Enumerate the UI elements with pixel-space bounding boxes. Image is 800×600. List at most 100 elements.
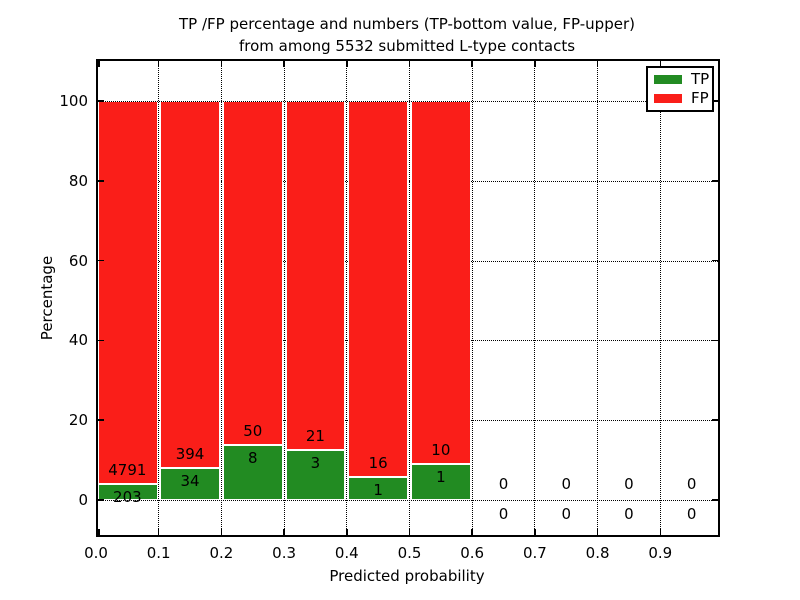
tp-count-label-3: 3 [310, 454, 321, 473]
x-tick-top-4 [346, 61, 348, 67]
bar-5-fp-segment [411, 101, 471, 464]
tp-count-label-5: 1 [436, 467, 446, 486]
fp-count-label-4: 16 [368, 453, 388, 472]
x-tick-bottom-6 [471, 529, 473, 535]
legend: TP FP [646, 66, 714, 112]
x-axis-label: Predicted probability [329, 567, 485, 585]
y-tick-right-40 [712, 339, 718, 342]
tp-count-label-1: 34 [180, 472, 200, 491]
x-tick-top-3 [283, 61, 285, 67]
gridline-h-40 [98, 340, 718, 342]
bar-4-tp-segment [348, 476, 408, 500]
tp-count-label-4: 1 [373, 480, 383, 499]
y-tick-label-100: 100 [59, 92, 88, 110]
y-tick-left-20 [98, 419, 104, 421]
tp-count-label-2: 8 [247, 448, 258, 467]
gridline-v-0.1 [158, 61, 160, 535]
x-tick-bottom-0 [98, 529, 100, 535]
gridline-v-0.9 [659, 61, 661, 535]
y-tick-right-80 [712, 180, 718, 182]
y-tick-right-0 [712, 499, 718, 501]
gridline-v-0.7 [534, 61, 536, 535]
tp-count-label-9: 0 [686, 505, 697, 523]
chart-title-line2: from among 5532 submitted L-type contact… [238, 37, 576, 55]
x-tick-top-7 [534, 61, 536, 67]
gridline-h-60 [98, 260, 718, 262]
y-tick-right-20 [712, 419, 718, 421]
x-tick-top-9 [659, 61, 662, 67]
gridline-v-0.8 [597, 61, 599, 535]
x-tick-bottom-8 [596, 529, 599, 535]
tp-count-label-7: 0 [561, 505, 572, 523]
bar-1-fp-segment [160, 101, 220, 469]
fp-count-label-0: 4791 [108, 460, 147, 479]
x-tick-bottom-1 [157, 529, 160, 535]
gridline-v-0.2 [220, 61, 222, 535]
gridline-v-0.6 [471, 61, 473, 535]
y-tick-left-0 [98, 499, 104, 501]
y-tick-left-60 [98, 259, 104, 262]
y-tick-label-40: 40 [68, 331, 88, 350]
bar-5-tp-segment [411, 463, 471, 500]
fp-count-label-1: 394 [175, 445, 205, 464]
fp-count-label-7: 0 [561, 475, 572, 493]
chart-title-line1: TP /FP percentage and numbers (TP-bottom… [179, 15, 635, 33]
x-tick-label-0.4: 0.4 [334, 544, 359, 562]
x-tick-bottom-7 [534, 529, 536, 535]
x-tick-label-0.6: 0.6 [460, 544, 485, 562]
chart-title: TP /FP percentage and numbers (TP-bottom… [57, 13, 757, 57]
y-tick-right-100 [712, 100, 718, 102]
x-tick-bottom-2 [220, 529, 223, 535]
x-tick-label-0.0: 0.0 [84, 544, 108, 562]
x-tick-bottom-9 [659, 529, 662, 535]
y-tick-right-60 [712, 259, 718, 262]
bar-2-tp-segment [222, 444, 283, 500]
x-tick-top-1 [157, 61, 160, 67]
tp-count-label-0: 203 [113, 487, 142, 506]
gridline-h-20 [98, 420, 718, 422]
x-tick-label-0.2: 0.2 [209, 544, 234, 562]
y-tick-left-100 [98, 100, 104, 102]
y-tick-label-20: 20 [68, 411, 88, 430]
legend-label-fp: FP [691, 89, 709, 107]
fp-count-label-9: 0 [686, 475, 697, 493]
x-tick-top-2 [220, 61, 223, 67]
y-tick-left-40 [98, 339, 104, 342]
x-tick-top-8 [596, 61, 599, 67]
bar-4-fp-segment [348, 101, 408, 477]
x-tick-bottom-4 [346, 529, 348, 535]
bar-0-fp-segment [98, 101, 158, 484]
x-tick-label-0.9: 0.9 [648, 544, 673, 562]
bar-1-tp-segment [160, 468, 220, 500]
legend-item-fp: FP [654, 89, 709, 107]
fp-swatch-icon [654, 94, 682, 103]
x-tick-bottom-5 [408, 529, 411, 535]
tp-swatch-icon [654, 75, 682, 84]
gridline-h-80 [98, 180, 718, 182]
tp-count-label-8: 0 [624, 505, 634, 523]
fp-count-label-2: 50 [243, 421, 263, 440]
x-tick-top-0 [98, 61, 100, 67]
fp-count-label-5: 10 [431, 440, 451, 459]
y-tick-label-80: 80 [68, 171, 88, 190]
bar-2-fp-segment [222, 101, 283, 445]
y-tick-label-0: 0 [78, 491, 88, 509]
fp-count-label-6: 0 [498, 475, 509, 493]
gridline-v-0.5 [409, 61, 410, 535]
fp-count-label-8: 0 [624, 475, 634, 493]
plot-area: 4791 203 394 34 50 8 21 3 16 1 10 1 0 0 0 0 0 0 0 0 [96, 59, 720, 537]
legend-label-tp: TP [691, 70, 710, 88]
gridline-h-100 [98, 101, 718, 102]
x-tick-top-6 [471, 61, 473, 67]
x-tick-label-0.1: 0.1 [146, 544, 171, 562]
tp-count-label-6: 0 [498, 505, 509, 523]
y-tick-left-80 [98, 180, 104, 182]
x-tick-top-5 [408, 61, 411, 67]
x-tick-bottom-3 [283, 529, 285, 535]
fp-count-label-3: 21 [305, 427, 325, 446]
x-tick-label-0.5: 0.5 [397, 544, 422, 562]
gridline-v-0.4 [346, 61, 348, 535]
bar-0-tp-segment [98, 483, 158, 500]
legend-item-tp: TP [654, 70, 710, 88]
